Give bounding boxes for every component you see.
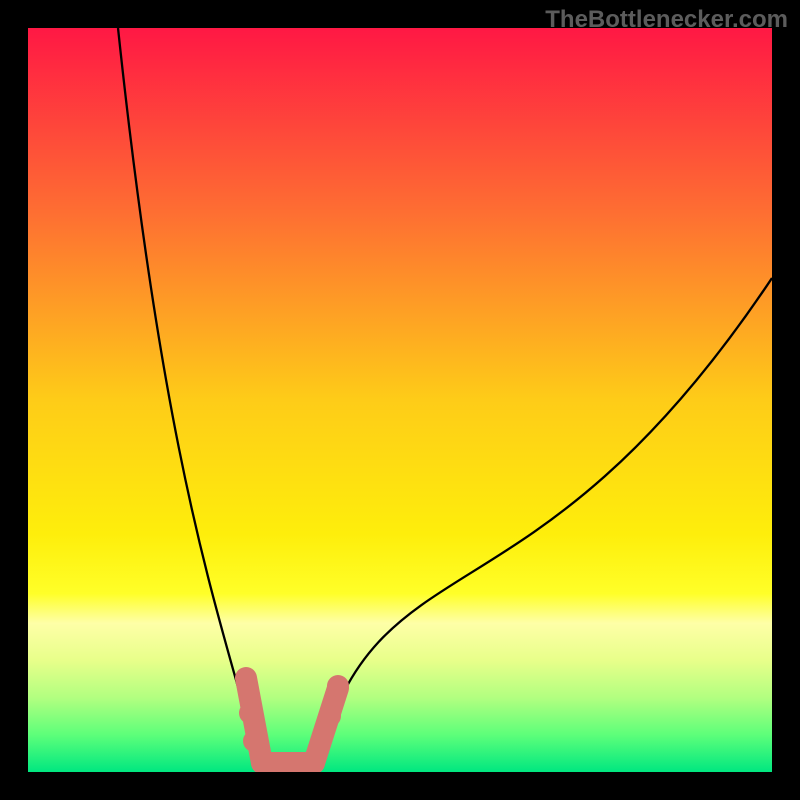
chart-svg: [28, 28, 772, 772]
chart-container: TheBottlenecker.com: [0, 0, 800, 800]
plot-area: [28, 28, 772, 772]
gradient-background: [28, 28, 772, 772]
